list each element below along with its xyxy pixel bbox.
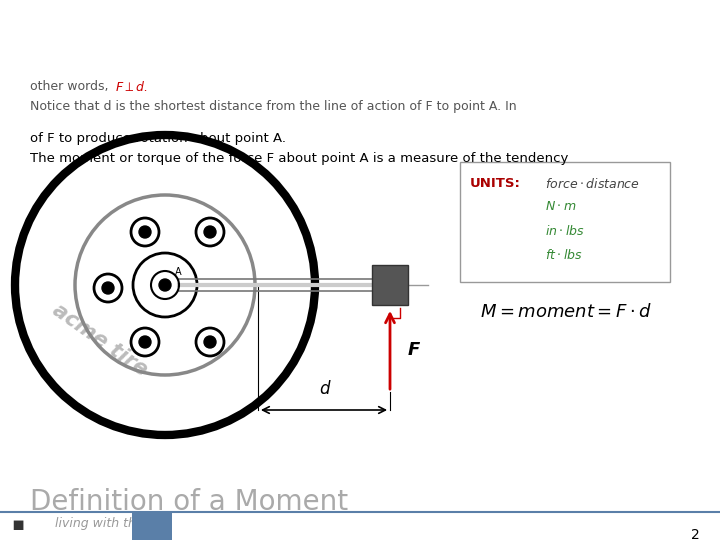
Text: $in \cdot lbs$: $in \cdot lbs$: [545, 224, 585, 238]
Circle shape: [204, 226, 216, 238]
Circle shape: [159, 279, 171, 291]
Bar: [460, 162, 670, 282]
Text: other words,: other words,: [30, 80, 109, 93]
Circle shape: [139, 226, 151, 238]
Circle shape: [204, 336, 216, 348]
Text: 2: 2: [691, 528, 700, 540]
Circle shape: [139, 336, 151, 348]
Text: The moment or torque of the force F about point A is a measure of the tendency: The moment or torque of the force F abou…: [30, 152, 568, 165]
Text: ▪: ▪: [12, 515, 24, 534]
Text: UNITS:: UNITS:: [470, 177, 521, 190]
Text: F: F: [408, 341, 420, 359]
Text: $N \cdot m$: $N \cdot m$: [545, 200, 577, 213]
Text: $F \perp d$.: $F \perp d$.: [115, 80, 148, 94]
Text: $force \cdot distance$: $force \cdot distance$: [545, 177, 640, 191]
Text: $ft \cdot lbs$: $ft \cdot lbs$: [545, 248, 582, 262]
Text: Notice that d is the shortest distance from the line of action of F to point A. : Notice that d is the shortest distance f…: [30, 100, 517, 113]
Text: of F to produce rotation about point A.: of F to produce rotation about point A.: [30, 132, 286, 145]
Text: $M = moment = F \cdot d$: $M = moment = F \cdot d$: [480, 303, 652, 321]
Text: acme tire: acme tire: [49, 300, 151, 380]
Text: living with the lab: living with the lab: [55, 517, 166, 530]
Circle shape: [102, 282, 114, 294]
Text: Definition of a Moment: Definition of a Moment: [30, 488, 348, 516]
Bar: [372, 265, 408, 305]
Text: A: A: [175, 267, 181, 277]
Text: d: d: [319, 380, 329, 398]
Bar: [132, 512, 172, 540]
